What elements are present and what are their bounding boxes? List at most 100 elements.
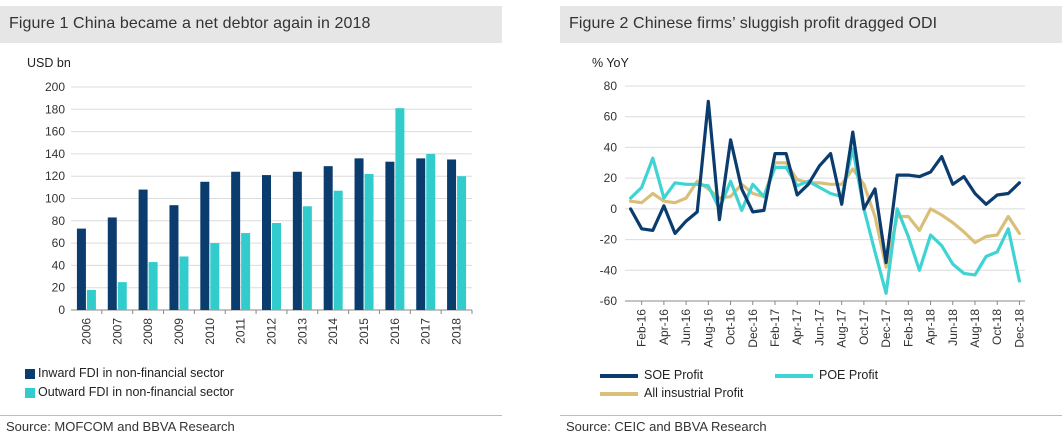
bar-outward — [117, 282, 127, 310]
bar-inward — [76, 228, 86, 310]
x-tick-label: 2015 — [357, 318, 371, 345]
figure-2-source-divider — [560, 415, 1062, 416]
y-tick-label: 80 — [604, 79, 618, 93]
x-tick-label: Dec-17 — [879, 309, 893, 348]
line-poe-profit — [628, 147, 1021, 295]
y-tick-label: 120 — [45, 169, 65, 183]
figure-1-unit-label: USD bn — [27, 56, 71, 70]
legend-label-inward: Inward FDI in non-financial sector — [38, 366, 225, 380]
y-tick-label: 20 — [604, 171, 618, 185]
figure-1-bar-chart: 0 20 40 60 80 100 120 140 160 180 200 2006 2007 2008 2… — [45, 80, 473, 345]
bar-outward — [395, 108, 405, 310]
y-tick-label: 40 — [52, 258, 66, 272]
legend-item-outward: Outward FDI in non-financial sector — [25, 385, 325, 401]
figure-2-panel: Figure 2 Chinese firms’ sluggish profit … — [560, 0, 1062, 441]
figure-2-unit-label: % YoY — [592, 56, 629, 70]
x-tick-label: Oct-16 — [724, 309, 738, 345]
x-tick-label: 2009 — [172, 318, 186, 345]
legend-item-inward: Inward FDI in non-financial sector — [25, 366, 325, 382]
bar-outward — [333, 190, 343, 310]
x-tick-label: 2010 — [203, 318, 217, 345]
y-tick-label: -40 — [600, 263, 618, 277]
figure-2-title: Figure 2 Chinese firms’ sluggish profit … — [569, 15, 938, 32]
bar-outward — [457, 176, 467, 310]
y-tick-label: 80 — [52, 214, 66, 228]
x-tick-label: Aug-17 — [835, 309, 849, 348]
bar-inward — [292, 171, 302, 310]
x-tick-label: Dec-18 — [1012, 309, 1026, 348]
x-tick-label: 2016 — [388, 318, 402, 345]
y-tick-label: 140 — [45, 147, 65, 161]
bar-outward — [241, 233, 251, 310]
x-tick-label: Jun-18 — [946, 309, 960, 346]
figure-2-line-chart: -60 -40 -20 0 20 40 60 80 Feb-16 Apr-16 Jun-16 Aug-… — [600, 79, 1027, 348]
figure-1-source-divider — [0, 415, 502, 416]
y-tick-label: 40 — [604, 140, 618, 154]
legend-item-soe: SOE Profit — [600, 368, 760, 384]
bar-inward — [169, 205, 179, 310]
y-tick-label: 60 — [604, 110, 618, 124]
bar-inward — [385, 161, 395, 310]
y-tick-label: 0 — [610, 202, 617, 216]
bar-outward — [302, 206, 312, 310]
x-tick-label: Feb-18 — [901, 309, 915, 347]
bar-inward — [107, 217, 117, 310]
x-tick-label: Jun-17 — [812, 309, 826, 346]
figure-2-source: Source: CEIC and BBVA Research — [566, 419, 767, 434]
x-tick-label: Aug-18 — [968, 309, 982, 348]
y-tick-label: 180 — [45, 102, 65, 116]
legend-label-all: All insustrial Profit — [644, 386, 744, 400]
y-tick-label: 60 — [52, 236, 66, 250]
legend-label-outward: Outward FDI in non-financial sector — [38, 385, 234, 399]
legend-label-poe: POE Profit — [819, 368, 879, 382]
y-tick-label: 0 — [58, 303, 65, 317]
y-tick-label: 200 — [45, 80, 65, 94]
bar-inward — [416, 158, 426, 310]
x-tick-label: Jun-16 — [679, 309, 693, 346]
x-tick-label: 2014 — [326, 318, 340, 345]
bar-outward — [426, 153, 436, 310]
legend-swatch-all — [600, 392, 638, 396]
bar-inward — [447, 159, 457, 310]
legend-item-all: All insustrial Profit — [600, 386, 800, 402]
x-tick-label: Apr-17 — [790, 309, 804, 345]
x-tick-label: 2018 — [450, 318, 464, 345]
legend-swatch-outward — [25, 388, 35, 398]
legend-swatch-poe — [775, 374, 813, 378]
x-tick-label: 2011 — [234, 318, 248, 344]
figure-1-panel: Figure 1 China became a net debtor again… — [0, 0, 502, 441]
x-tick-label: 2017 — [419, 318, 433, 345]
figure-1-title-bar: Figure 1 China became a net debtor again… — [0, 6, 502, 43]
x-tick-label: Apr-18 — [924, 309, 938, 345]
legend-swatch-inward — [25, 369, 35, 379]
x-tick-label: 2008 — [141, 318, 155, 345]
bar-outward — [272, 223, 281, 310]
x-tick-label: 2013 — [295, 318, 309, 345]
x-tick-label: Apr-16 — [657, 309, 671, 345]
x-tick-label: Feb-16 — [635, 309, 649, 347]
figure-2-title-bar: Figure 2 Chinese firms’ sluggish profit … — [560, 6, 1062, 43]
bar-inward — [200, 181, 210, 310]
bar-inward — [262, 175, 271, 310]
y-tick-label: 160 — [45, 125, 65, 139]
x-tick-label: Dec-16 — [746, 309, 760, 348]
x-tick-label: Oct-17 — [857, 309, 871, 345]
x-tick-label: 2007 — [110, 318, 124, 345]
y-tick-label: -60 — [600, 294, 618, 308]
bar-inward — [323, 166, 333, 310]
bar-outward — [86, 289, 96, 310]
bar-inward — [354, 158, 364, 310]
x-tick-label: 2006 — [79, 318, 93, 345]
legend-swatch-soe — [600, 374, 638, 378]
y-tick-label: -20 — [600, 233, 618, 247]
bar-outward — [210, 243, 220, 310]
line-soe-profit — [628, 99, 1021, 265]
x-tick-label: 2012 — [265, 318, 279, 345]
figure-1-source: Source: MOFCOM and BBVA Research — [6, 419, 235, 434]
bar-inward — [231, 171, 241, 310]
bar-outward — [364, 173, 374, 310]
figure-1-title: Figure 1 China became a net debtor again… — [9, 15, 371, 32]
bar-outward — [179, 256, 189, 310]
x-tick-label: Oct-18 — [990, 309, 1004, 345]
legend-label-soe: SOE Profit — [644, 368, 704, 382]
